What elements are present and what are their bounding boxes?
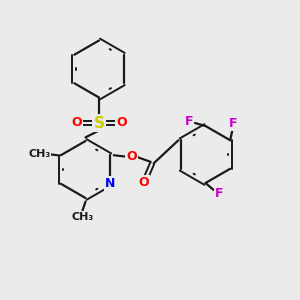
Text: F: F [215,187,223,200]
Text: CH₃: CH₃ [71,212,94,222]
Text: F: F [185,115,193,128]
Text: O: O [139,176,149,189]
Text: O: O [127,150,137,163]
Text: F: F [229,117,237,130]
Text: O: O [116,116,127,130]
Text: N: N [105,177,116,190]
Text: CH₃: CH₃ [28,149,50,159]
Text: S: S [94,116,104,130]
Text: O: O [71,116,82,130]
